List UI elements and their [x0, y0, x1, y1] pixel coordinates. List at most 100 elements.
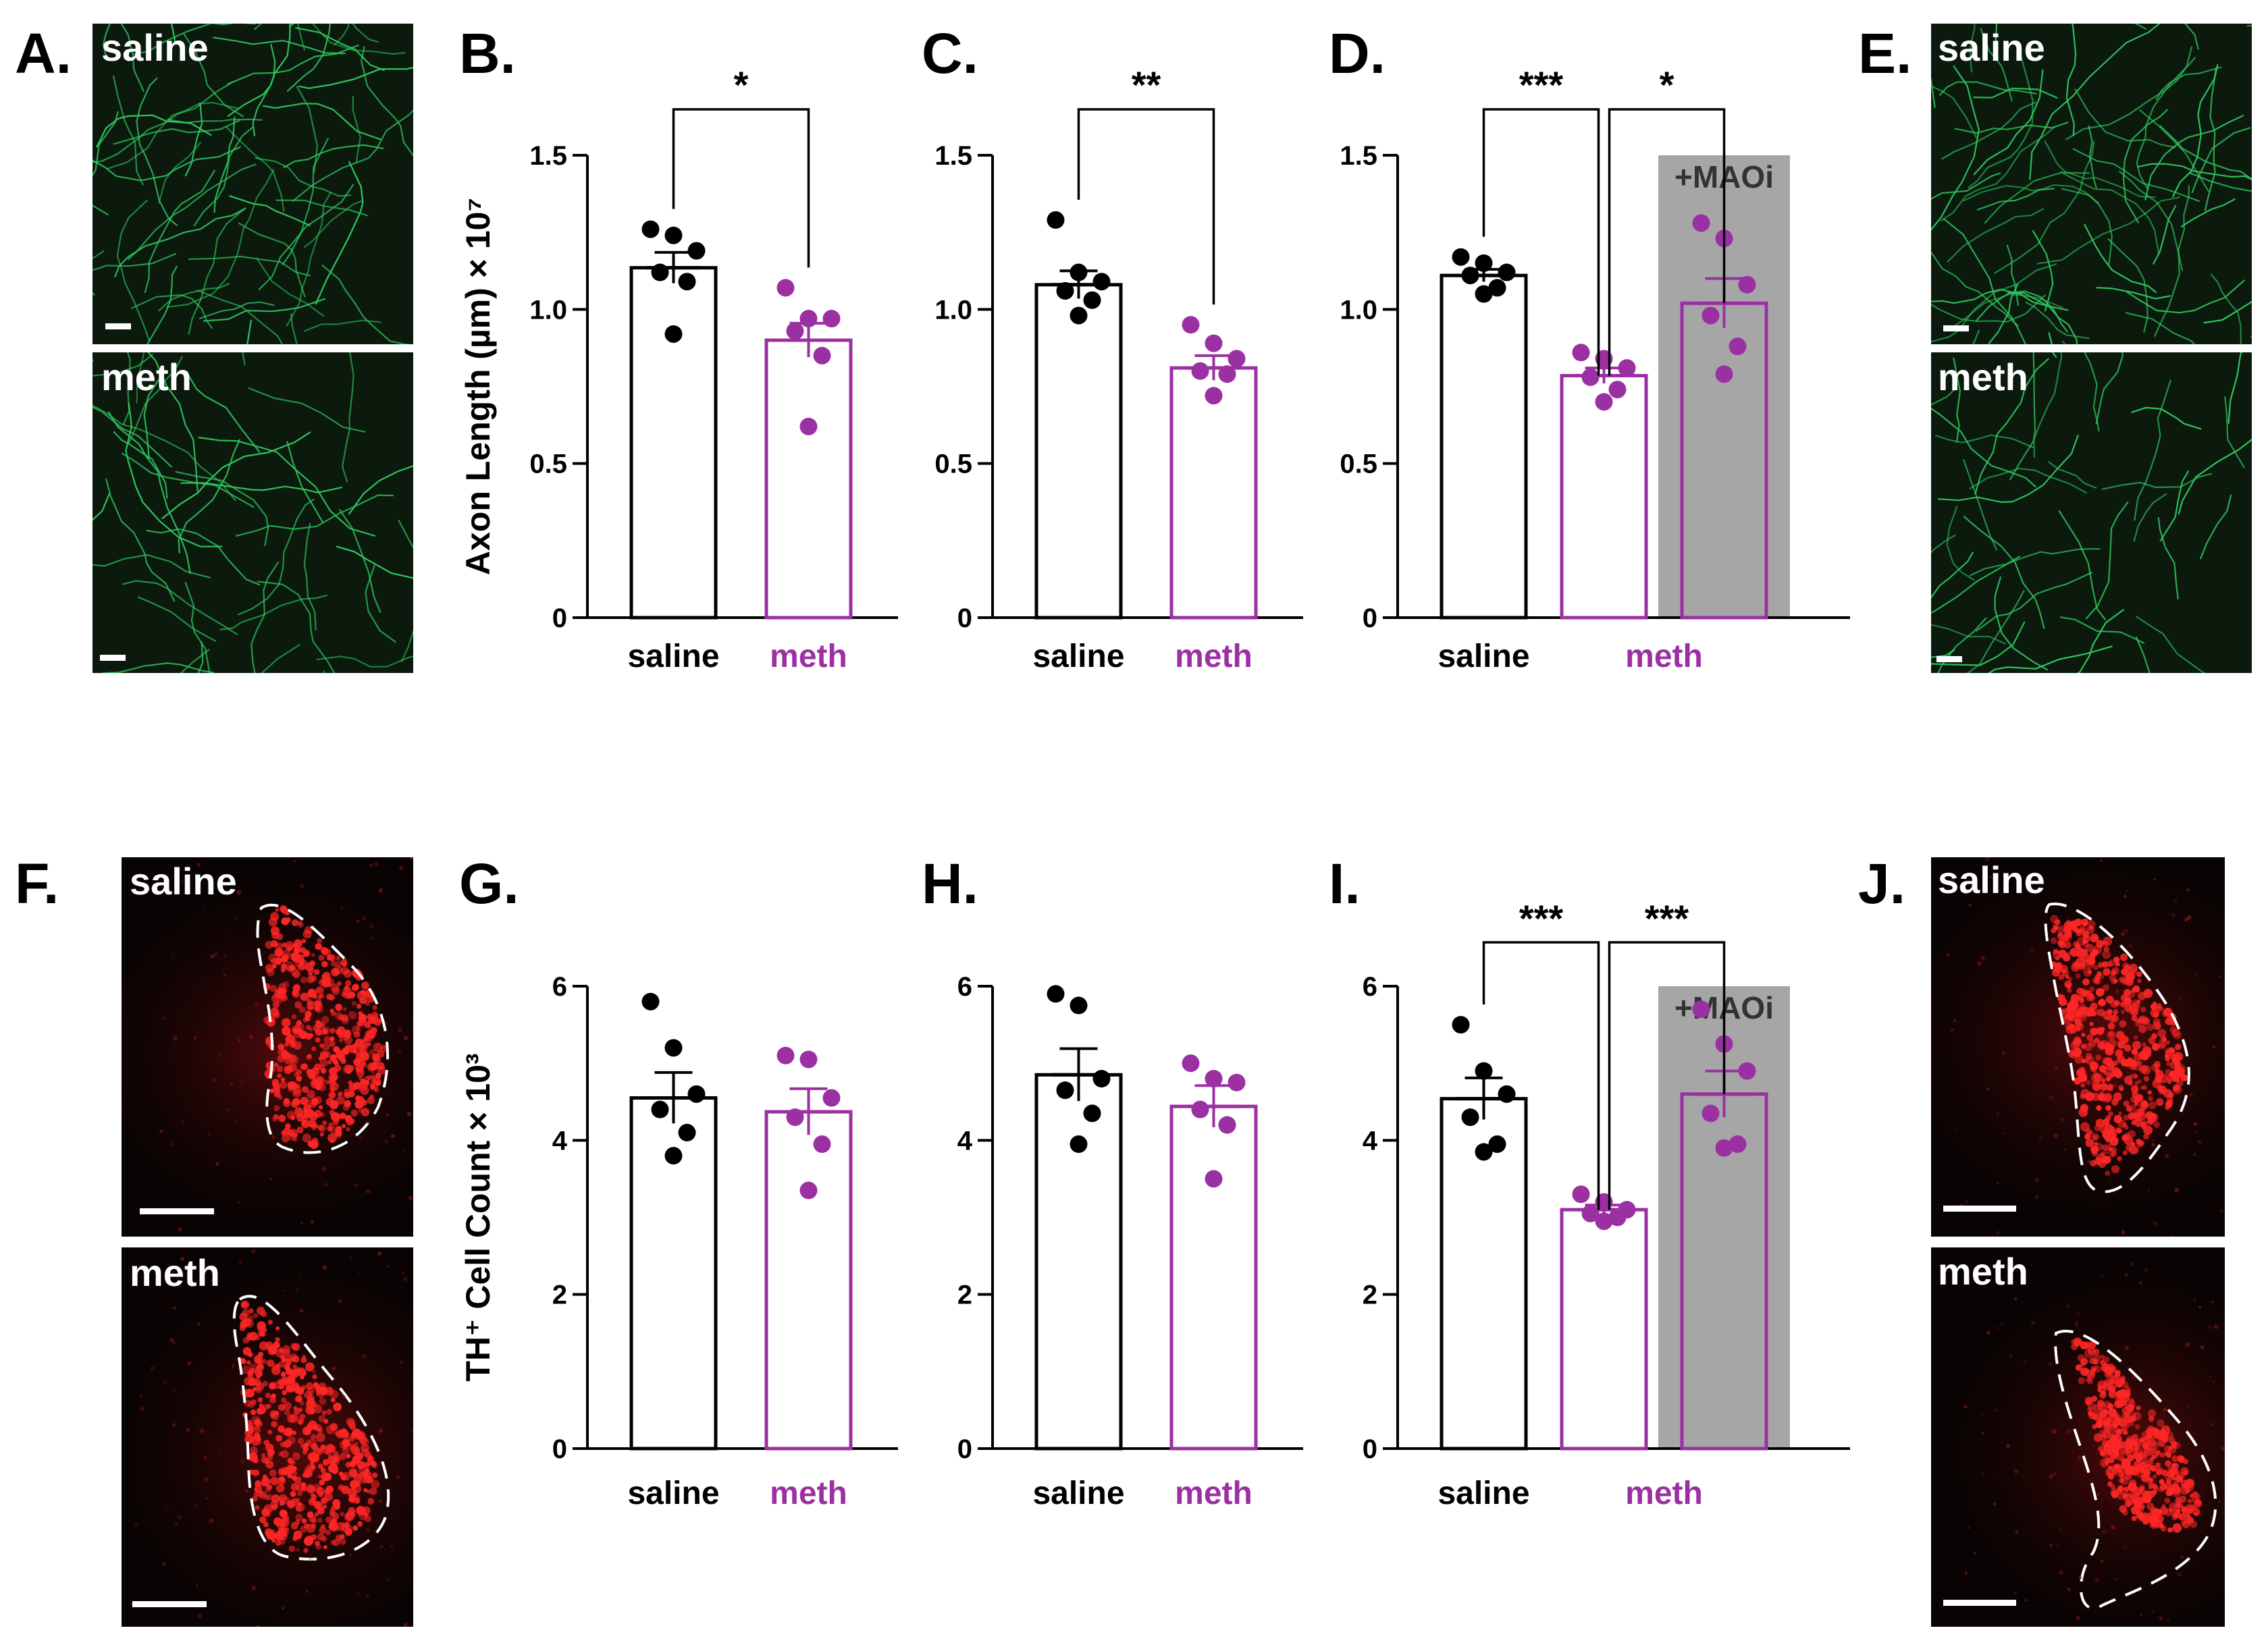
- th-cell: [242, 1347, 252, 1356]
- th-cell: [2080, 1083, 2086, 1087]
- th-cell: [326, 955, 332, 961]
- background-speck: [249, 1035, 253, 1040]
- th-cell: [348, 1011, 357, 1020]
- data-point: [1618, 359, 1636, 377]
- axon-fiber: [2178, 438, 2252, 515]
- bar: [629, 266, 718, 620]
- significance-label: ***: [1645, 897, 1689, 940]
- th-cell: [2132, 1040, 2142, 1050]
- background-speck: [1986, 1087, 1990, 1091]
- th-cell: [2117, 1470, 2124, 1478]
- th-cell: [309, 1139, 319, 1150]
- axon-fiber: [1974, 358, 2049, 495]
- th-cell: [314, 1540, 321, 1546]
- th-cell: [275, 907, 280, 913]
- th-cell: [2074, 1017, 2082, 1025]
- th-cell: [271, 1366, 281, 1376]
- axon-fiber: [2136, 57, 2196, 190]
- th-cell: [2100, 1151, 2106, 1157]
- th-cell: [2164, 1497, 2171, 1504]
- background-speck: [408, 1196, 411, 1199]
- th-cell: [248, 1377, 257, 1386]
- th-cell: [372, 1004, 377, 1010]
- th-cell: [282, 1026, 291, 1036]
- y-tick-label: 2: [552, 1280, 567, 1310]
- axon-fiber: [93, 554, 211, 578]
- y-tick-label: 0: [1363, 1434, 1377, 1464]
- th-cell: [253, 1313, 259, 1318]
- th-cell: [2093, 1349, 2100, 1355]
- background-speck: [2174, 1188, 2179, 1193]
- data-point: [664, 226, 683, 244]
- background-speck: [2052, 1429, 2057, 1434]
- th-cell: [2148, 1409, 2157, 1418]
- axon-fiber: [1969, 547, 2101, 576]
- background-speck: [469, 1564, 473, 1568]
- background-speck: [2255, 1588, 2259, 1592]
- th-cell: [363, 1075, 370, 1083]
- th-cell: [276, 1065, 284, 1073]
- th-cell: [284, 1098, 290, 1104]
- background-speck: [1965, 1573, 1968, 1575]
- axon-fiber: [198, 437, 376, 537]
- background-speck: [1984, 857, 1990, 861]
- data-point: [664, 1039, 683, 1057]
- axon-fiber: [2224, 396, 2245, 468]
- axon-fiber: [183, 33, 244, 117]
- th-cell: [359, 1040, 368, 1048]
- axon-fiber: [180, 482, 342, 493]
- axon-fiber: [288, 24, 296, 28]
- th-cell: [2146, 1426, 2155, 1433]
- th-cell: [290, 1521, 299, 1530]
- th-cell: [261, 1327, 267, 1333]
- th-cell: [285, 911, 290, 916]
- axon-fiber: [2065, 46, 2193, 140]
- th-cell: [2111, 1067, 2121, 1077]
- background-speck: [2178, 997, 2182, 1001]
- background-speck: [323, 1183, 328, 1187]
- background-speck: [2258, 977, 2260, 979]
- background-speck: [2151, 1143, 2155, 1147]
- th-cell: [2163, 1445, 2172, 1454]
- th-cell: [2089, 986, 2095, 992]
- background-speck: [1997, 1112, 2000, 1115]
- background-speck: [2226, 1598, 2230, 1601]
- background-speck: [344, 981, 348, 986]
- axon-fiber: [1931, 624, 2007, 645]
- th-cell: [323, 1545, 327, 1550]
- th-cell: [313, 1447, 322, 1457]
- th-cell: [2087, 1372, 2095, 1380]
- background-speck: [299, 884, 305, 888]
- th-cell: [305, 963, 314, 972]
- th-cell: [2126, 1106, 2132, 1112]
- background-speck: [309, 1557, 313, 1562]
- th-cell: [2106, 1415, 2113, 1422]
- y-tick-label: 4: [552, 1126, 568, 1156]
- image-background: [93, 24, 413, 344]
- th-cell: [288, 1083, 296, 1091]
- data-point: [1092, 1070, 1111, 1087]
- background-speck: [2030, 1321, 2035, 1325]
- image-label: saline: [101, 26, 209, 69]
- axon-fiber: [398, 520, 413, 549]
- background-speck: [218, 845, 221, 848]
- th-cell: [372, 1472, 378, 1478]
- th-cell: [2119, 1478, 2125, 1483]
- th-cell: [352, 1492, 358, 1499]
- background-speck: [305, 1590, 309, 1594]
- axon-fiber: [2125, 312, 2196, 344]
- background-speck: [245, 1490, 248, 1492]
- th-cell: [297, 920, 302, 926]
- background-speck: [2211, 1423, 2215, 1426]
- th-cell: [338, 1054, 345, 1060]
- y-tick-label: 1.5: [529, 141, 567, 171]
- axon-fiber: [2134, 379, 2171, 521]
- th-cell: [2135, 1094, 2144, 1102]
- th-cell: [2107, 1031, 2116, 1040]
- th-cell: [330, 983, 340, 992]
- th-cell: [280, 1511, 288, 1518]
- background-speck: [2211, 1301, 2214, 1303]
- th-cell: [2111, 1150, 2117, 1157]
- th-cell: [2079, 998, 2084, 1004]
- axon-fiber: [203, 298, 326, 322]
